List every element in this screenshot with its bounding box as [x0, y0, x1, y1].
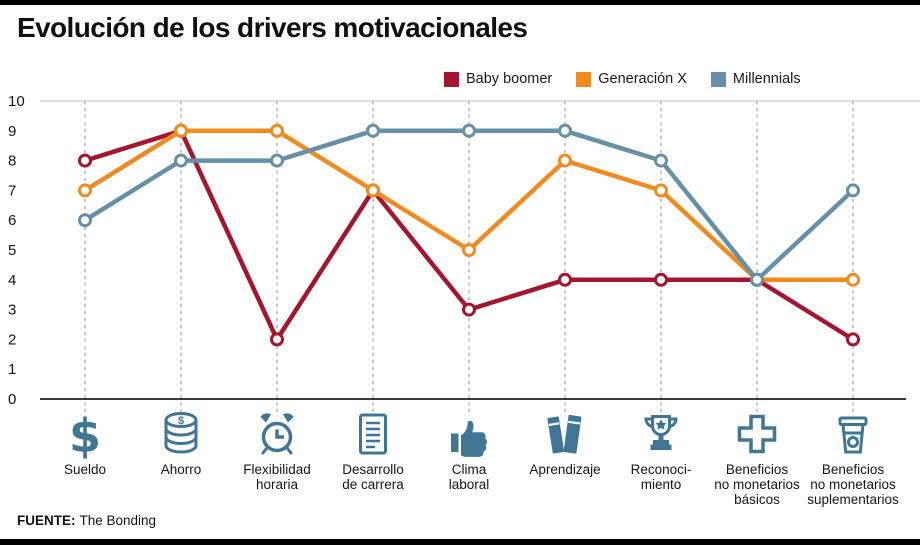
data-point-millennials — [174, 153, 188, 168]
data-point-millennials — [78, 213, 92, 228]
y-tick-label: 4 — [8, 272, 16, 289]
y-tick-label: 2 — [8, 331, 16, 348]
bottom-rule — [0, 539, 920, 545]
chart-legend: Baby boomer Generación X Millennials — [444, 71, 801, 87]
category-label: Desarrollo de carrera — [342, 462, 404, 492]
legend-item-millennials: Millennials — [710, 71, 801, 87]
legend-item-baby-boomer: Baby boomer — [444, 71, 552, 87]
legend-swatch-millennials — [710, 71, 726, 87]
category-label: Ahorro — [161, 462, 202, 477]
category-label: Clima laboral — [449, 462, 490, 492]
data-point-generaci-n-x — [558, 153, 572, 168]
data-point-millennials — [558, 123, 572, 138]
y-tick-label: 5 — [8, 242, 16, 259]
data-point-millennials — [270, 153, 284, 168]
document-icon — [359, 413, 387, 455]
legend-label: Generación X — [598, 71, 687, 87]
chart-title: Evolución de los drivers motivacionales — [17, 12, 528, 43]
alarm-clock-icon — [260, 413, 294, 455]
data-point-generaci-n-x — [78, 183, 92, 198]
legend-label: Millennials — [732, 71, 801, 87]
top-rule — [0, 0, 920, 5]
legend-item-generaci-n-x: Generación X — [576, 71, 687, 87]
category-label: Beneficios no monetarios básicos — [714, 462, 800, 507]
source-label: FUENTE: — [17, 513, 76, 528]
data-point-millennials — [366, 123, 380, 138]
data-point-baby-boomer — [270, 332, 284, 347]
y-tick-label: 0 — [8, 391, 16, 408]
svg-text:$: $ — [178, 415, 184, 427]
category-label: Aprendizaje — [529, 462, 600, 477]
source-line: FUENTE: The Bonding — [17, 513, 156, 528]
category-label: Sueldo — [64, 462, 106, 477]
source-value: The Bonding — [79, 513, 157, 528]
data-point-generaci-n-x — [366, 183, 380, 198]
trophy-icon — [644, 415, 678, 450]
line-chart: 0 1 2 3 4 5 6 7 8 9 10 $ $ — [8, 93, 920, 507]
data-point-millennials — [654, 153, 668, 168]
coffee-cup-icon — [838, 416, 868, 454]
svg-text:$: $ — [69, 409, 101, 463]
data-point-baby-boomer — [654, 272, 668, 287]
category-label: Reconoci-miento — [631, 462, 692, 492]
data-point-generaci-n-x — [462, 243, 476, 257]
coins-icon: $ — [164, 412, 198, 454]
category-label: Beneficios no monetarios suplementarios — [807, 462, 899, 507]
category-label: Flexibilidad horaria — [243, 462, 311, 492]
cross-icon — [737, 414, 777, 454]
data-point-baby-boomer — [558, 272, 572, 287]
data-point-generaci-n-x — [270, 123, 284, 138]
y-tick-label: 7 — [8, 182, 16, 199]
data-point-millennials — [750, 272, 764, 287]
dollar-icon: $ — [69, 409, 101, 463]
data-point-baby-boomer — [78, 153, 92, 168]
data-point-millennials — [846, 183, 860, 198]
data-point-generaci-n-x — [174, 123, 188, 138]
legend-label: Baby boomer — [466, 71, 553, 87]
data-point-millennials — [462, 123, 476, 138]
thumbs-up-icon — [451, 420, 487, 457]
y-tick-label: 8 — [8, 153, 16, 170]
data-point-generaci-n-x — [654, 183, 668, 198]
y-tick-label: 3 — [8, 302, 16, 319]
data-point-baby-boomer — [846, 332, 860, 347]
books-icon — [547, 414, 582, 454]
data-point-baby-boomer — [462, 302, 476, 317]
y-tick-label: 6 — [8, 212, 16, 229]
y-tick-label: 10 — [8, 93, 25, 110]
legend-swatch-generaci-n-x — [576, 71, 592, 87]
data-point-generaci-n-x — [846, 272, 860, 287]
y-tick-label: 9 — [8, 123, 16, 140]
y-tick-label: 1 — [8, 361, 16, 378]
legend-swatch-baby-boomer — [444, 71, 459, 87]
